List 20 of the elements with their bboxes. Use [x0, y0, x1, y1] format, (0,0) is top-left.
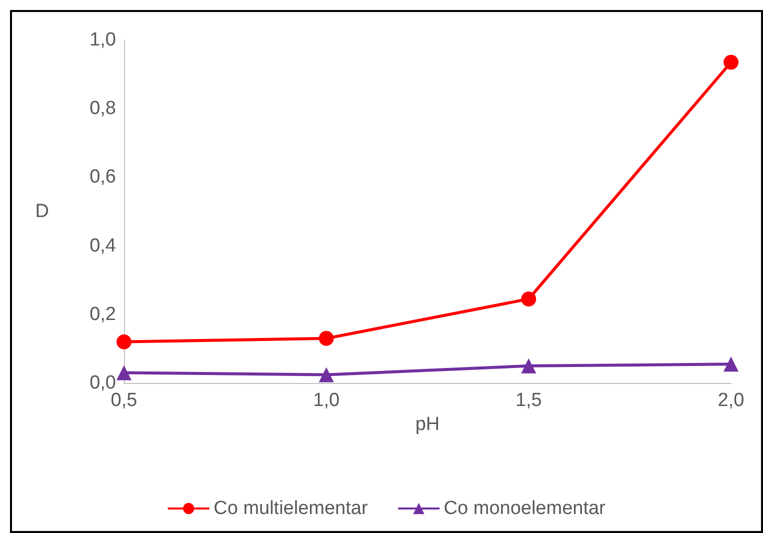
point — [724, 54, 738, 70]
point — [521, 358, 536, 374]
y-tick-label: 0,2 — [90, 304, 116, 325]
x-tick-label: 1,0 — [313, 390, 340, 411]
y-tick-label: 0,8 — [90, 98, 116, 120]
x-axis-title: pH — [415, 414, 440, 435]
point — [116, 365, 132, 380]
legend-label: Co monoelementar — [444, 498, 606, 519]
legend-label: Co multielementar — [214, 498, 368, 519]
y-tick-label: 1,0 — [90, 30, 116, 50]
y-tick-label: 0,6 — [90, 166, 116, 188]
y-axis-title: D — [35, 201, 49, 222]
point — [318, 330, 334, 346]
x-tick-label: 1,5 — [515, 390, 542, 411]
point — [724, 356, 738, 372]
point — [521, 291, 536, 306]
y-tick-label: 0,4 — [90, 235, 116, 256]
point — [318, 367, 334, 382]
x-tick-label: 2,0 — [718, 390, 744, 411]
point — [116, 334, 132, 350]
